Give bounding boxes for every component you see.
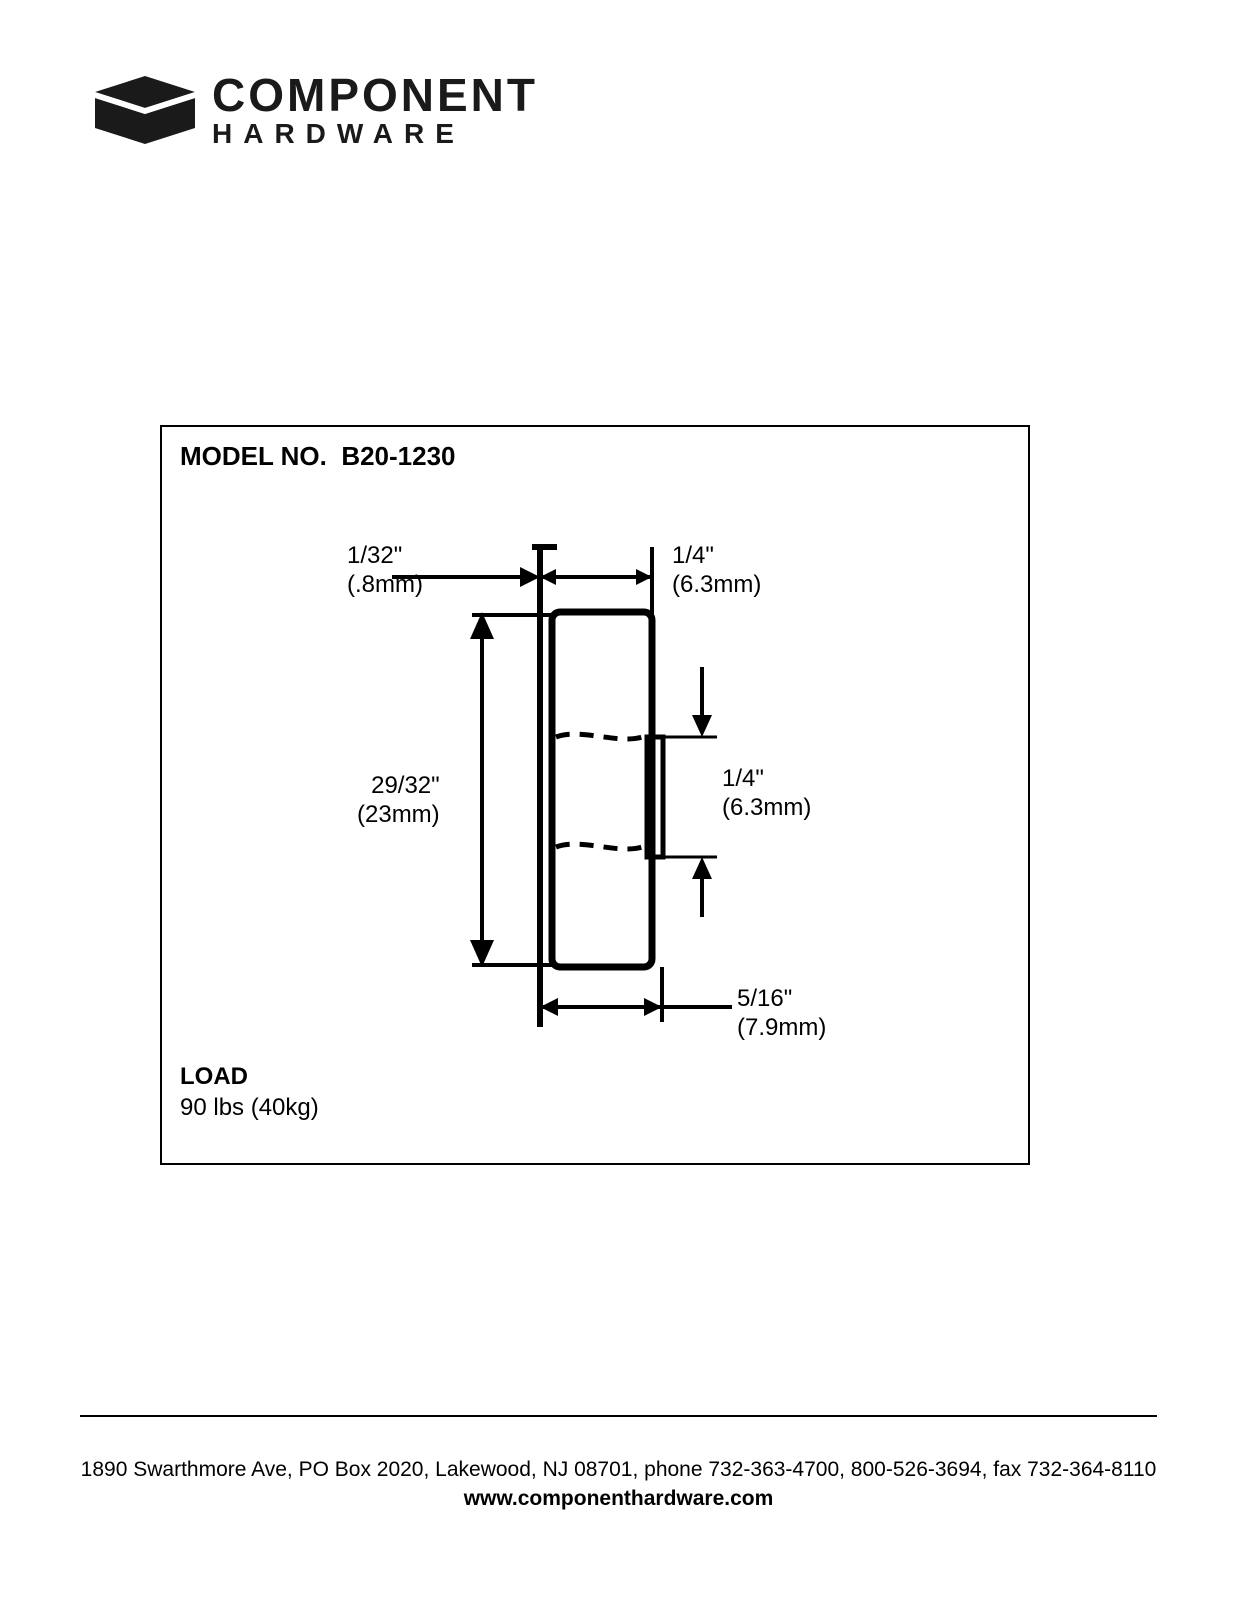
dim-top-left-imperial: 1/32" xyxy=(347,542,402,569)
spec-box: MODEL NO. B20-1230 xyxy=(160,425,1030,1165)
dim-top-left: 1/32" (.8mm) xyxy=(347,542,423,600)
model-title: MODEL NO. B20-1230 xyxy=(180,441,456,472)
brand-logo-text: COMPONENT HARDWARE xyxy=(212,72,538,148)
dim-mid-right-imperial: 1/4" xyxy=(722,765,764,792)
dim-bot-right-imperial: 5/16" xyxy=(737,985,792,1012)
dim-bot-right: 5/16" (7.9mm) xyxy=(737,985,826,1043)
brand-logo-icon xyxy=(90,70,200,150)
footer-rule xyxy=(80,1415,1157,1417)
dim-top-right-metric: (6.3mm) xyxy=(672,571,761,598)
brand-name-line2: HARDWARE xyxy=(212,120,538,148)
load-label: LOAD xyxy=(180,1063,248,1090)
brand-name-line1: COMPONENT xyxy=(212,72,538,118)
footer-url: www.componenthardware.com xyxy=(464,1487,774,1510)
dim-mid-right-metric: (6.3mm) xyxy=(722,794,811,821)
load-block: LOAD 90 lbs (40kg) xyxy=(180,1061,319,1123)
dim-mid-left-imperial: 29/32" xyxy=(371,772,440,799)
dim-top-right-imperial: 1/4" xyxy=(672,542,714,569)
dim-bot-right-metric: (7.9mm) xyxy=(737,1014,826,1041)
model-number: B20-1230 xyxy=(341,441,455,471)
dim-top-left-metric: (.8mm) xyxy=(347,571,423,598)
dim-mid-right: 1/4" (6.3mm) xyxy=(722,765,811,823)
footer-text: 1890 Swarthmore Ave, PO Box 2020, Lakewo… xyxy=(0,1455,1237,1514)
technical-drawing xyxy=(162,487,1032,1127)
dim-top-right: 1/4" (6.3mm) xyxy=(672,542,761,600)
diagram-area: 1/32" (.8mm) 1/4" (6.3mm) 29/32" (23mm) … xyxy=(162,487,1028,1127)
load-value: 90 lbs (40kg) xyxy=(180,1094,319,1121)
dim-mid-left-metric: (23mm) xyxy=(357,801,440,828)
footer-address: 1890 Swarthmore Ave, PO Box 2020, Lakewo… xyxy=(81,1458,1157,1481)
model-label: MODEL NO. xyxy=(180,441,327,471)
dim-mid-left: 29/32" (23mm) xyxy=(357,772,440,830)
brand-logo-block: COMPONENT HARDWARE xyxy=(90,70,538,150)
spec-sheet-page: COMPONENT HARDWARE MODEL NO. B20-1230 xyxy=(0,0,1237,1600)
